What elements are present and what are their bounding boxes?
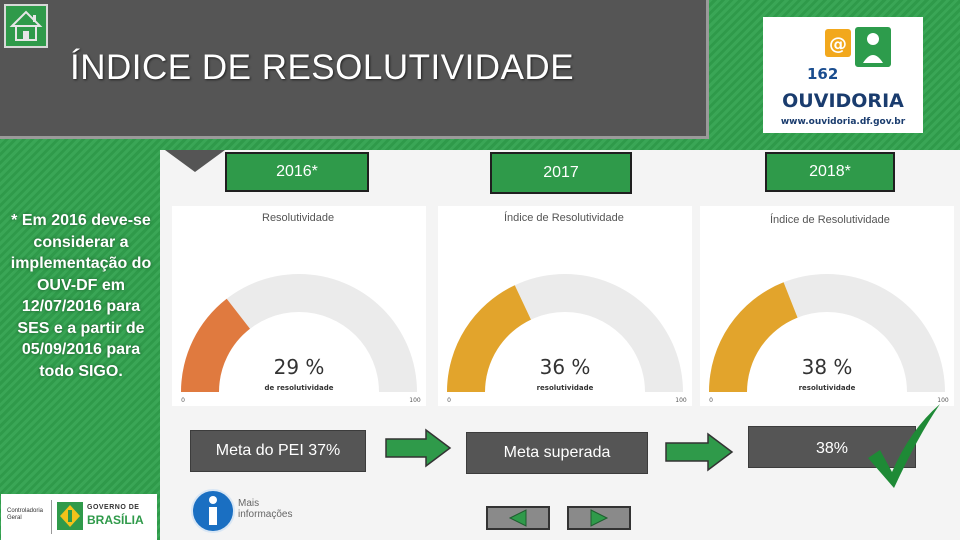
gauge-caption: resolutividade — [537, 384, 594, 392]
gauge-chart-2018: 38 % resolutividade 0 100 — [709, 274, 949, 404]
gauge-title: Índice de Resolutividade — [770, 214, 890, 226]
triangle-right-icon — [590, 509, 609, 527]
gov-label: GOVERNO DE — [87, 504, 140, 511]
meta-superada-box: Meta superada — [466, 432, 648, 474]
gauge-max-label: 100 — [937, 397, 949, 404]
page-title: ÍNDICE DE RESOLUTIVIDADE — [70, 48, 575, 87]
logo-url: www.ouvidoria.df.gov.br — [781, 117, 906, 127]
gauge-min-label: 0 — [181, 397, 185, 404]
gauge-max-label: 100 — [675, 397, 687, 404]
gauge-track — [181, 274, 417, 392]
gauge-card-2017: Índice de Resolutividade 36 % resolutivid… — [438, 206, 692, 406]
brasilia-emblem-icon — [57, 502, 83, 530]
gauge-title: Índice de Resolutividade — [504, 212, 624, 224]
triangle-left-icon — [508, 509, 527, 527]
implementation-note: * Em 2016 deve-se considerar a implement… — [10, 212, 152, 380]
logo-number: 162 — [807, 65, 838, 83]
next-button[interactable] — [567, 506, 631, 530]
gauge-card-2016: Resolutividade 29 % de resolutividade 0 100 — [172, 206, 426, 406]
gauge-value-label: 29 % — [274, 355, 325, 379]
ouvidoria-logo: @ 162 OUVIDORIA www.ouvidoria.df.gov.br — [763, 17, 923, 133]
info-icon — [191, 489, 235, 533]
gauge-value-label: 38 % — [802, 355, 853, 379]
government-logo: Controladoria Geral GOVERNO DE BRASÍLIA — [1, 494, 157, 540]
gauge-value-label: 36 % — [540, 355, 591, 379]
gauge-max-label: 100 — [409, 397, 421, 404]
gauge-title: Resolutividade — [262, 212, 335, 224]
gauge-min-label: 0 — [447, 397, 451, 404]
gauge-caption: de resolutividade — [265, 384, 334, 392]
previous-button[interactable] — [486, 506, 550, 530]
title-bar: ÍNDICE DE RESOLUTIVIDADE — [0, 0, 709, 139]
more-info-line-2: informações — [238, 509, 293, 520]
right-arrow-icon — [665, 432, 734, 472]
gauge-fill — [447, 285, 531, 392]
more-info-link[interactable]: Mais informações — [190, 488, 310, 534]
result-box: 38% — [748, 426, 916, 468]
gauge-card-2018: Índice de Resolutividade 38 % resolutivid… — [700, 206, 954, 406]
more-info-text: Mais informações — [238, 498, 292, 520]
home-button[interactable] — [4, 4, 48, 48]
right-arrow-icon — [385, 428, 452, 468]
year-2016-header: 2016* — [225, 152, 369, 192]
checkmark-icon — [868, 404, 940, 488]
gauge-fill — [709, 282, 798, 392]
gauge-chart-2016: 29 % de resolutividade 0 100 — [181, 274, 421, 404]
home-icon — [9, 10, 43, 41]
gauge-chart-2017: 36 % resolutividade 0 100 — [447, 274, 687, 404]
cg-line-1: Controladoria — [7, 508, 44, 514]
logo-name: OUVIDORIA — [782, 90, 904, 112]
gauge-fill — [181, 298, 250, 392]
meta-pei-box: Meta do PEI 37% — [190, 430, 366, 472]
year-2017-header: 2017 — [490, 152, 632, 194]
gauge-caption: resolutividade — [799, 384, 856, 392]
svg-text:@: @ — [829, 34, 847, 55]
gauge-min-label: 0 — [709, 397, 713, 404]
more-info-line-1: Mais — [238, 498, 260, 509]
title-notch — [165, 150, 225, 172]
city-label: BRASÍLIA — [87, 513, 144, 527]
year-2018-header: 2018* — [765, 152, 895, 192]
cg-line-2: Geral — [7, 515, 22, 521]
